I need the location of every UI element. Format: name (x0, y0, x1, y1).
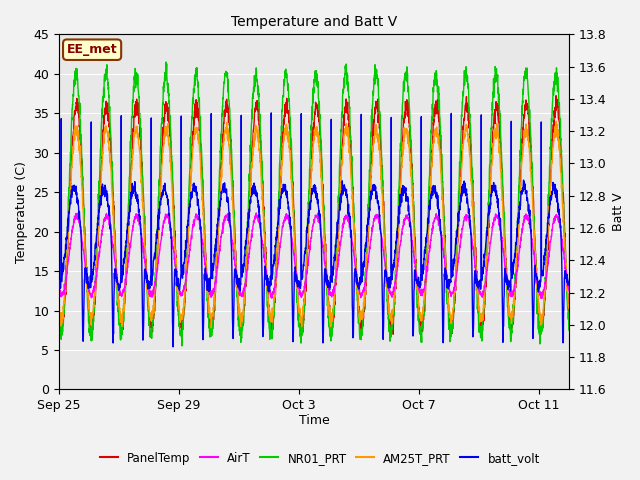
Title: Temperature and Batt V: Temperature and Batt V (231, 15, 397, 29)
X-axis label: Time: Time (299, 414, 330, 427)
Text: EE_met: EE_met (67, 43, 117, 56)
Y-axis label: Batt V: Batt V (612, 192, 625, 231)
Y-axis label: Temperature (C): Temperature (C) (15, 161, 28, 263)
Legend: PanelTemp, AirT, NR01_PRT, AM25T_PRT, batt_volt: PanelTemp, AirT, NR01_PRT, AM25T_PRT, ba… (95, 447, 545, 469)
